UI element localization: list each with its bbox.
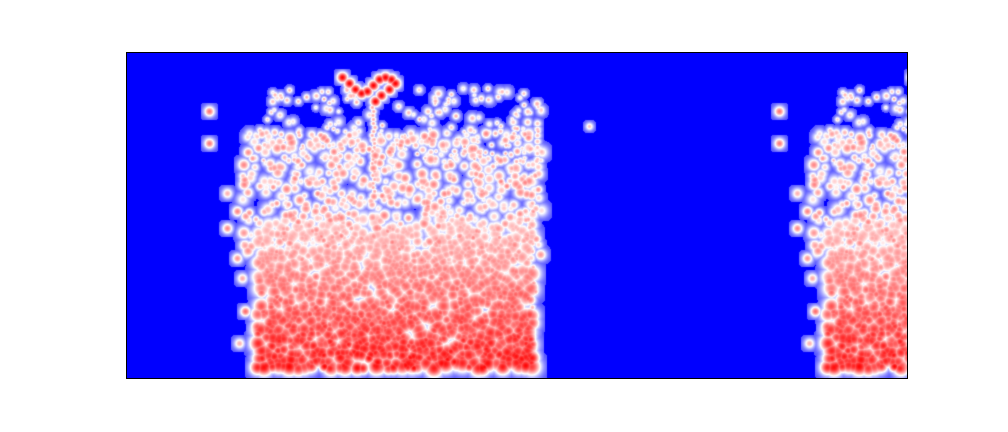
heatmap-plot-area (126, 52, 908, 379)
heatmap-image (127, 53, 907, 378)
